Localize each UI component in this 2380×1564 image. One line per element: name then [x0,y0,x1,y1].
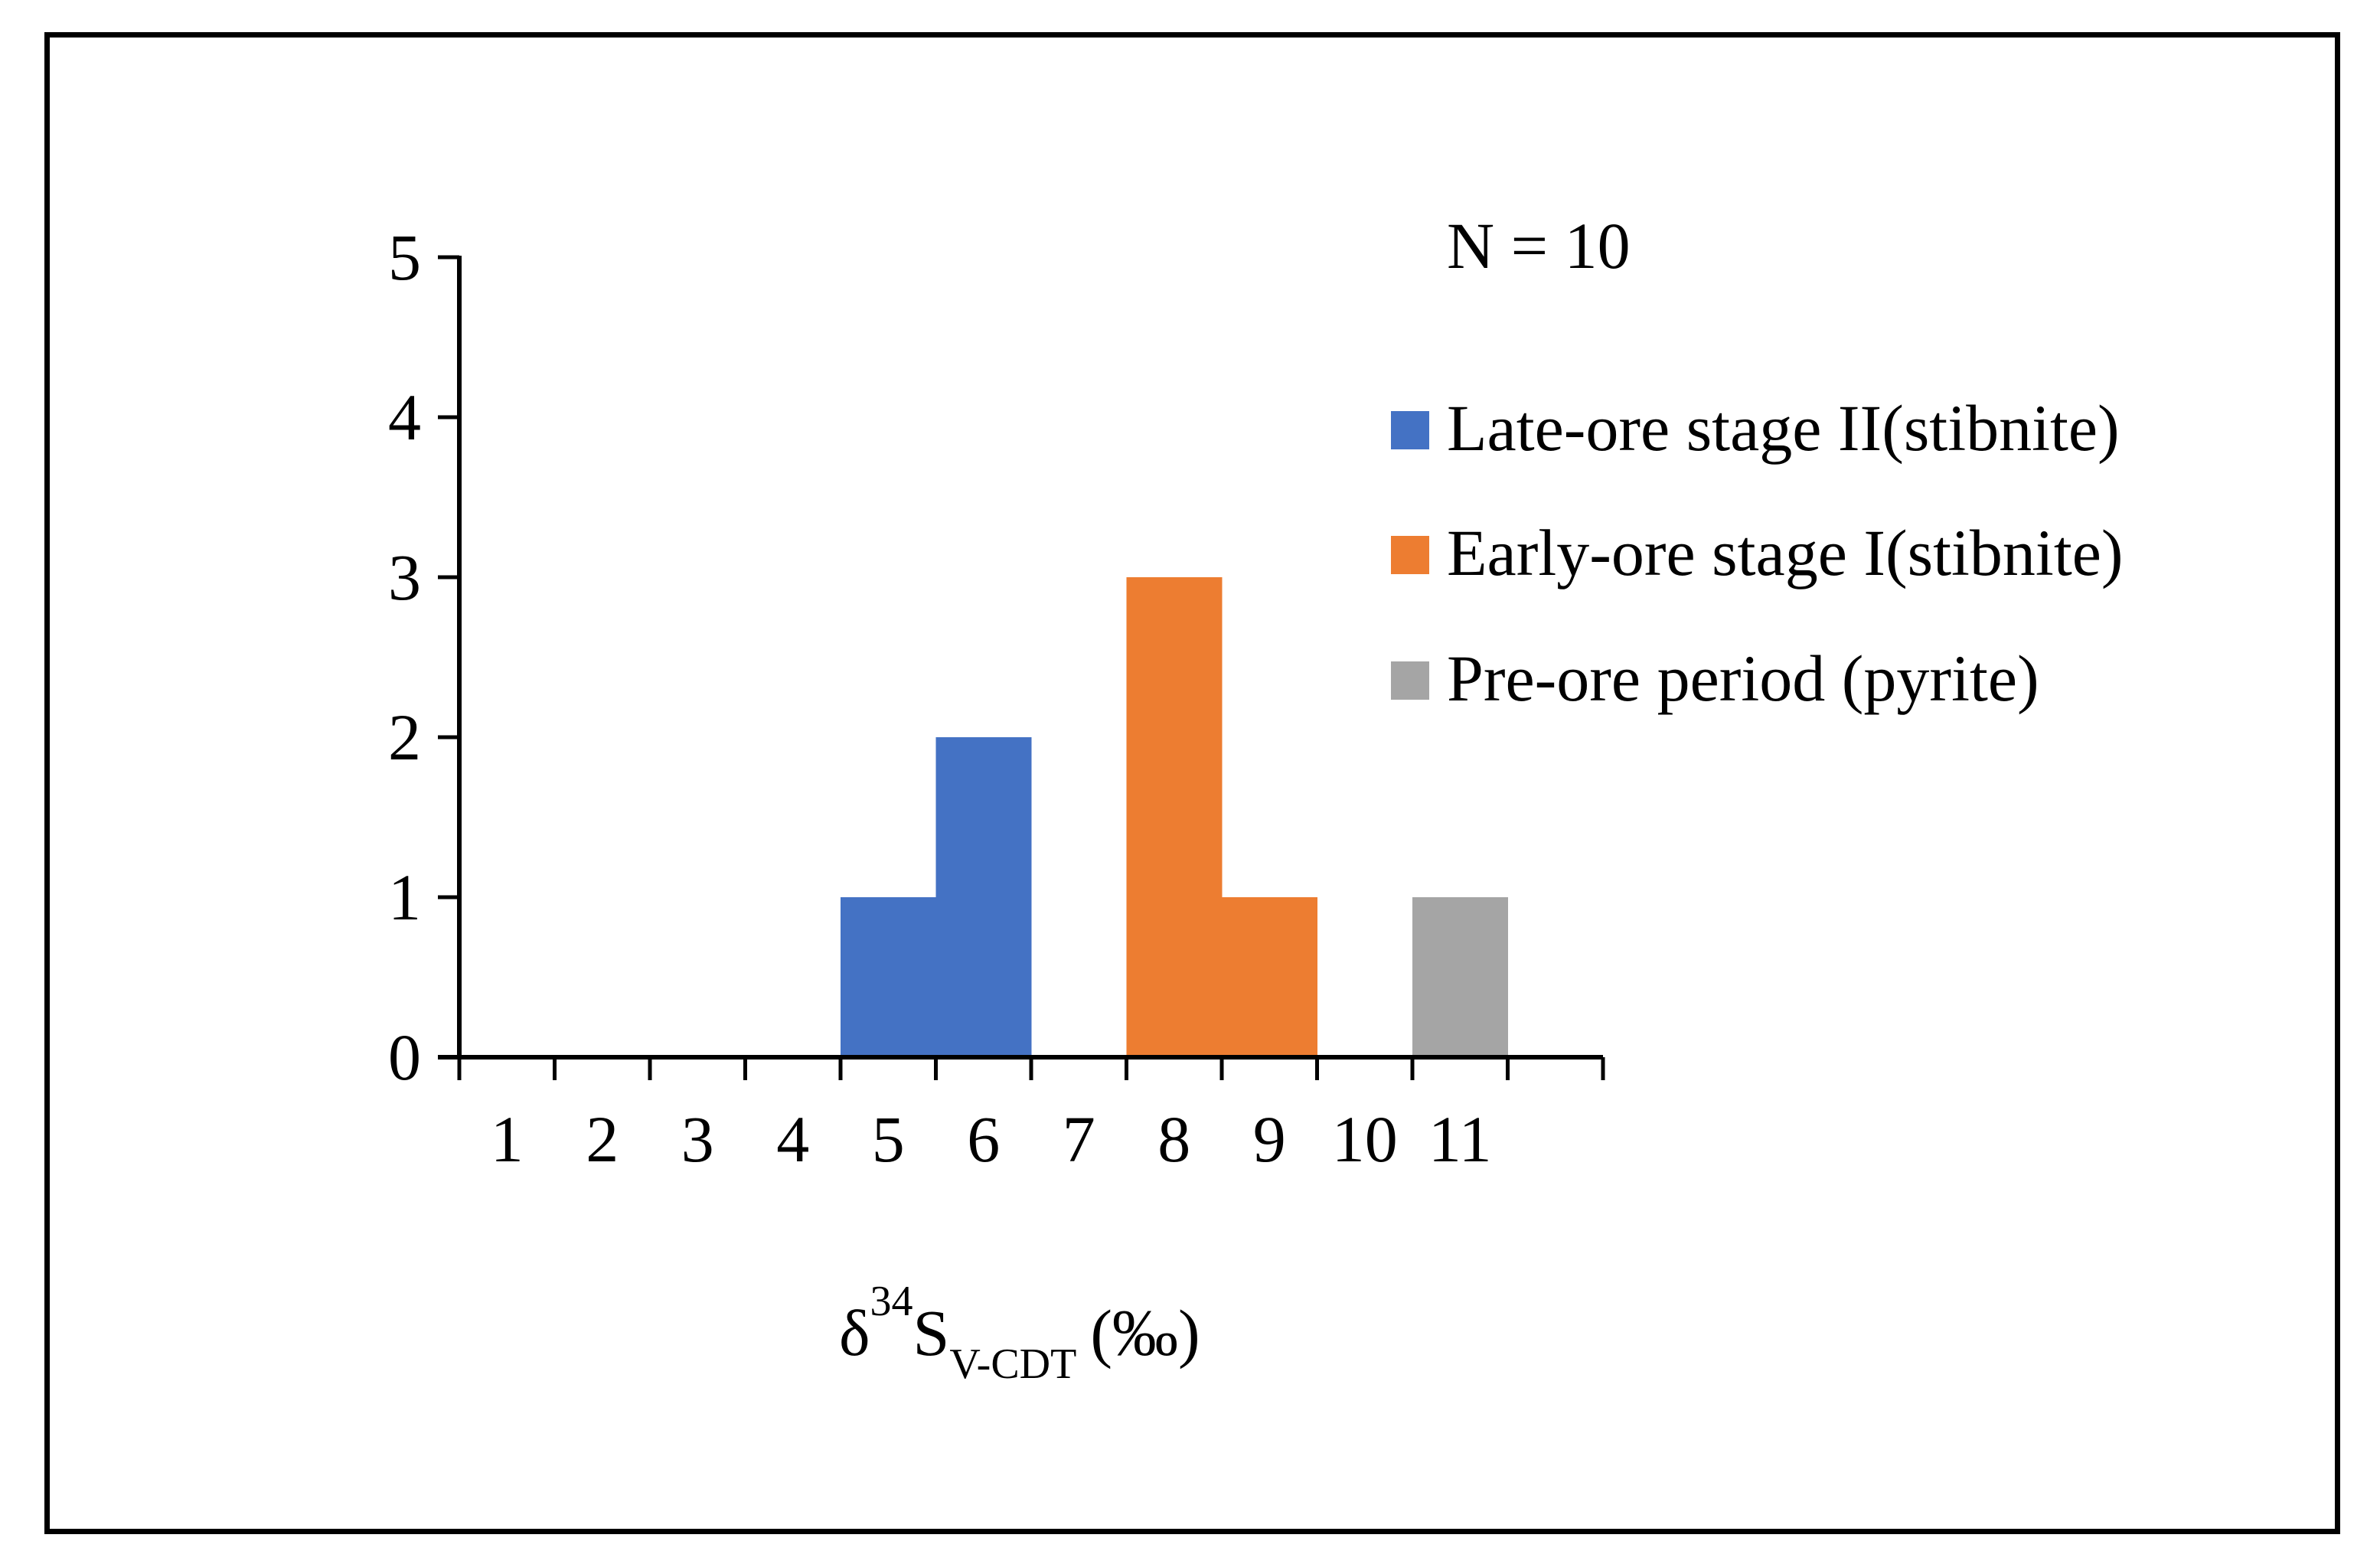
legend-swatch-late-ore [1391,411,1429,449]
x-tick-label-3: 3 [681,1102,714,1176]
x-tick-label-1: 1 [491,1102,524,1176]
y-tick-label-3: 3 [388,540,421,614]
legend-swatch-early-ore [1391,536,1429,574]
legend-label-early-ore: Early-ore stage I(stibnite) [1447,516,2124,589]
x-axis-title: δ34SV-CDT (‰) [839,1278,1200,1388]
bar-series-2-cat-11 [1412,897,1508,1057]
bar-series-1-cat-8 [1126,577,1223,1057]
y-tick-label-1: 1 [388,860,421,934]
x-tick-label-6: 6 [967,1102,1000,1176]
legend: Late-ore stage II(stibnite) Early-ore st… [1391,391,2124,715]
x-tick-label-4: 4 [776,1102,809,1176]
x-tick-label-7: 7 [1063,1102,1095,1176]
x-tick-label-5: 5 [872,1102,905,1176]
x-tick-label-10: 10 [1332,1102,1398,1176]
x-tick-label-8: 8 [1157,1102,1190,1176]
x-tick-label-2: 2 [586,1102,619,1176]
y-tick-label-4: 4 [388,380,421,454]
y-tick-label-0: 0 [388,1020,421,1094]
x-tick-label-11: 11 [1428,1102,1492,1176]
y-tick-label-2: 2 [388,700,421,774]
x-tick-label-9: 9 [1253,1102,1286,1176]
x-axis-title-element: S [913,1296,950,1370]
x-axis-title-unit: (‰) [1090,1296,1200,1370]
bar-series-0-cat-6 [935,737,1032,1057]
bar-series-1-cat-9 [1222,897,1317,1057]
x-axis-title-isotope: 34 [870,1278,913,1325]
legend-label-pre-ore: Pre-ore period (pyrite) [1447,642,2039,715]
legend-swatch-pre-ore [1391,661,1429,700]
legend-label-late-ore: Late-ore stage II(stibnite) [1447,391,2120,465]
x-axis-title-delta: δ [839,1296,870,1370]
bar-series-0-cat-5 [841,897,936,1057]
sample-count-annotation: N = 10 [1447,209,1631,282]
x-axis-title-standard: V-CDT [949,1340,1076,1388]
bars-layer [841,577,1508,1057]
y-tick-label-5: 5 [388,220,421,294]
